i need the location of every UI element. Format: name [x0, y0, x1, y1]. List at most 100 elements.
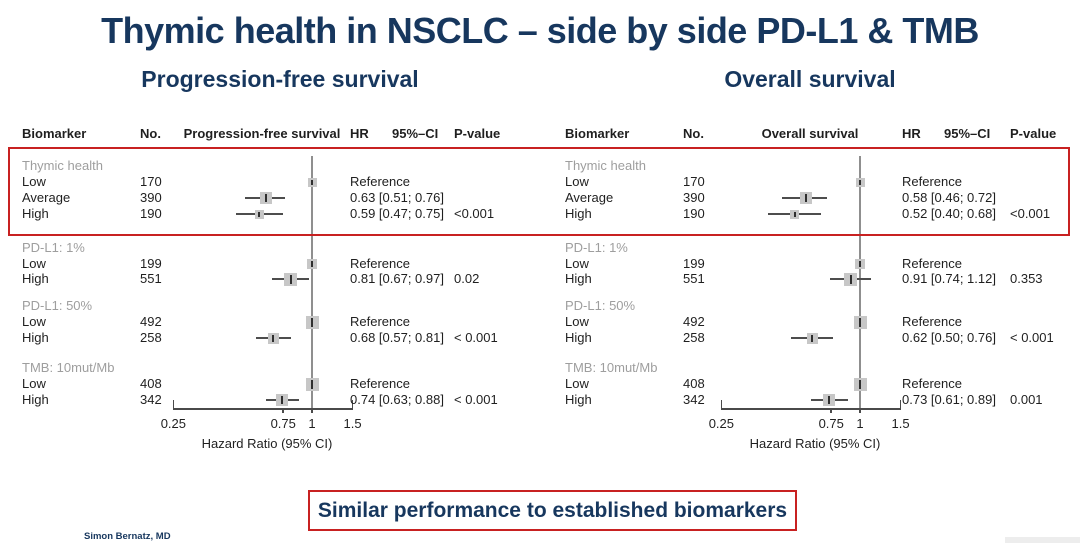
axis-tick-label: 1 — [856, 416, 864, 431]
row-label: Low — [22, 376, 46, 391]
point-estimate-tick — [272, 334, 275, 342]
axis-line — [173, 408, 353, 410]
row-estimate: 0.63 [0.51; 0.76] — [350, 190, 444, 205]
col-header-biomarker: Biomarker — [565, 126, 630, 141]
row-pvalue: <0.001 — [454, 206, 495, 221]
row-n: 408 — [683, 376, 705, 391]
row-label: High — [22, 392, 49, 407]
point-estimate-tick — [859, 379, 861, 389]
group-label: PD-L1: 50% — [22, 298, 93, 313]
row-label: High — [565, 392, 592, 407]
row-label: Low — [22, 256, 46, 271]
axis-tick-label: 0.25 — [708, 416, 735, 431]
axis-tick — [830, 408, 832, 413]
row-pvalue: < 0.001 — [454, 330, 498, 345]
row-label: High — [565, 271, 592, 286]
axis-tick-label: 0.75 — [818, 416, 844, 431]
row-n: 170 — [140, 174, 162, 189]
axis-tick-label: 1.5 — [343, 416, 362, 431]
reference-line — [311, 156, 313, 408]
bottom-right-bar — [1005, 537, 1080, 543]
row-pvalue: 0.001 — [1010, 392, 1043, 407]
row-n: 551 — [140, 271, 162, 286]
row-label: Average — [22, 190, 71, 205]
row-n: 190 — [683, 206, 705, 221]
point-estimate-tick — [311, 379, 313, 389]
row-estimate: Reference — [902, 256, 962, 271]
row-n: 390 — [140, 190, 162, 205]
axis-tick-label: 0.25 — [160, 416, 187, 431]
col-header-ci: 95%–CI — [392, 126, 439, 141]
axis-tick-label: 1 — [308, 416, 316, 431]
row-pvalue: <0.001 — [1010, 206, 1051, 221]
row-n: 258 — [683, 330, 705, 345]
point-estimate-tick — [811, 334, 814, 342]
col-header-no: No. — [683, 126, 704, 141]
point-estimate-tick — [280, 396, 283, 404]
row-estimate: 0.68 [0.57; 0.81] — [350, 330, 444, 345]
col-header-p: P-value — [1010, 126, 1057, 141]
group-label: Thymic health — [565, 158, 646, 173]
forest-panel-pfs: Biomarker No. Progression-free survival HR 9… — [22, 126, 501, 451]
axis-tick — [282, 408, 284, 413]
row-estimate: Reference — [350, 174, 410, 189]
row-estimate: 0.74 [0.63; 0.88] — [350, 392, 444, 407]
row-n: 408 — [140, 376, 162, 391]
row-n: 390 — [683, 190, 705, 205]
row-estimate: 0.81 [0.67; 0.97] — [350, 271, 444, 286]
row-n: 258 — [140, 330, 162, 345]
reference-line — [859, 156, 861, 408]
axis-end-tick — [351, 400, 354, 408]
row-label: Low — [22, 314, 46, 329]
point-estimate-tick — [264, 194, 267, 202]
group-label: TMB: 10mut/Mb — [22, 360, 115, 375]
point-estimate-tick — [311, 179, 313, 185]
row-label: Low — [565, 314, 589, 329]
row-label: High — [565, 330, 592, 345]
axis-tick — [311, 408, 313, 413]
thymic-highlight-box — [8, 147, 1070, 236]
axis-end-tick — [899, 400, 902, 408]
point-estimate-tick — [258, 211, 261, 217]
point-estimate-tick — [311, 261, 313, 267]
axis-end-tick — [172, 400, 175, 408]
subtitle-pfs: Progression-free survival — [141, 66, 419, 92]
point-estimate-tick — [859, 261, 861, 267]
row-n: 170 — [683, 174, 705, 189]
col-header-p: P-value — [454, 126, 501, 141]
row-label: High — [22, 330, 49, 345]
row-estimate: Reference — [902, 314, 962, 329]
axis-end-tick — [720, 400, 723, 408]
row-estimate: 0.91 [0.74; 1.12] — [902, 271, 996, 286]
forest-panel-os: Biomarker No. Overall survival HR 95%–CI P-va… — [540, 0, 1080, 543]
group-label: PD-L1: 1% — [22, 240, 85, 255]
group-label: TMB: 10mut/Mb — [565, 360, 658, 375]
conclusion-banner: Similar performance to established bioma… — [308, 490, 797, 531]
row-label: Low — [565, 174, 589, 189]
col-header-plot: Overall survival — [761, 126, 859, 141]
point-estimate-tick — [859, 179, 861, 185]
row-estimate: Reference — [902, 376, 962, 391]
row-estimate: 0.52 [0.40; 0.68] — [902, 206, 996, 221]
row-n: 199 — [683, 256, 705, 271]
row-estimate: 0.58 [0.46; 0.72] — [902, 190, 996, 205]
row-label: Average — [565, 190, 614, 205]
row-estimate: 0.73 [0.61; 0.89] — [902, 392, 996, 407]
subtitle-os: Overall survival — [724, 66, 896, 92]
point-estimate-tick — [793, 211, 796, 217]
row-label: High — [22, 206, 49, 221]
point-estimate-tick — [289, 274, 292, 284]
axis-tick-label: 0.75 — [270, 416, 296, 431]
point-estimate-tick — [859, 317, 861, 327]
point-estimate-tick — [311, 317, 313, 327]
axis-tick — [859, 408, 861, 413]
axis-tick-label: 1.5 — [891, 416, 910, 431]
axis-title: Hazard Ratio (95% CI) — [201, 436, 333, 451]
row-pvalue: < 0.001 — [454, 392, 498, 407]
col-header-no: No. — [140, 126, 161, 141]
conclusion-text: Similar performance to established bioma… — [317, 498, 788, 522]
axis-title: Hazard Ratio (95% CI) — [749, 436, 881, 451]
row-label: High — [565, 206, 592, 221]
row-pvalue: < 0.001 — [1010, 330, 1054, 345]
